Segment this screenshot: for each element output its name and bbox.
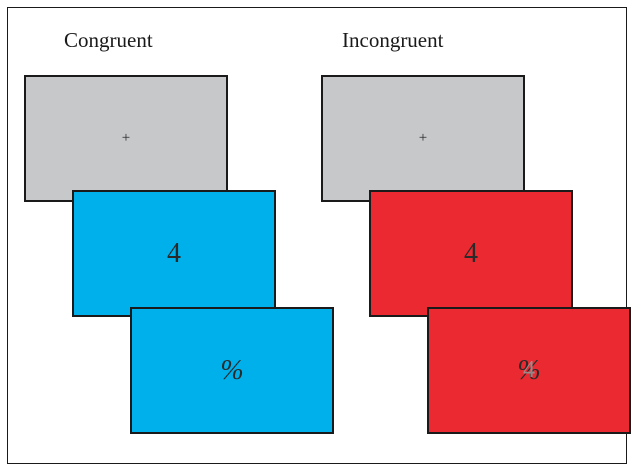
mask-symbol: %	[517, 354, 541, 386]
fixation-cross: +	[418, 130, 428, 146]
congruent-fixation-card: +	[24, 75, 228, 202]
incongruent-fixation-card: +	[321, 75, 525, 202]
incongruent-digit-card: 4	[369, 190, 573, 317]
mask-symbol-composite: % 4	[517, 355, 540, 387]
congruent-label: Congruent	[64, 28, 153, 52]
digit-stimulus: 4	[167, 237, 181, 269]
congruent-digit-card: 4	[72, 190, 276, 317]
mask-symbol: %	[220, 354, 244, 386]
incongruent-label: Incongruent	[342, 28, 444, 52]
incongruent-mask-card: % 4	[427, 307, 631, 434]
overlay-digit: 4	[522, 356, 535, 383]
digit-stimulus: 4	[464, 237, 478, 269]
fixation-cross: +	[121, 130, 131, 146]
congruent-mask-card: %	[130, 307, 334, 434]
